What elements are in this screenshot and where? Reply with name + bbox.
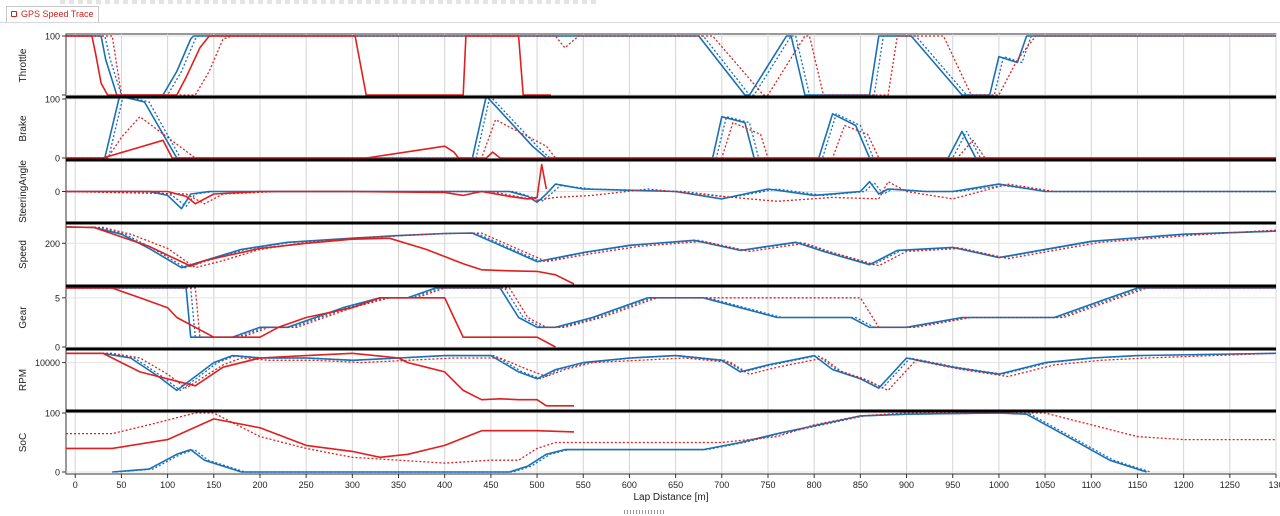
y-tick-label: 100: [45, 409, 60, 419]
series-line-lap_b-solid: [66, 418, 575, 459]
series-line-lap_b-dotted: [66, 35, 1276, 96]
tab-gps-speed-trace[interactable]: GPS Speed Trace: [6, 6, 99, 22]
series-line-lap_a-dotted: [115, 412, 1151, 473]
x-tick-label: 200: [252, 480, 267, 490]
chart-icon: [11, 11, 17, 17]
series-line-lap_b-dotted: [66, 412, 1276, 464]
x-tick-label: 0: [73, 480, 78, 490]
x-tick-label: 1000: [989, 480, 1009, 490]
series-line-lap_b-solid: [66, 287, 556, 348]
x-tick-label: 500: [530, 480, 545, 490]
series-line-lap_b-solid: [66, 163, 548, 205]
x-tick-label: 600: [622, 480, 637, 490]
y-tick-label: 0: [55, 187, 60, 197]
x-tick-label: 450: [483, 480, 498, 490]
x-tick-label: 1250: [1220, 480, 1240, 490]
x-tick-label: 900: [899, 480, 914, 490]
tab-label: GPS Speed Trace: [21, 9, 94, 19]
x-tick-label: 1200: [1174, 480, 1194, 490]
panel-label-soc: SoC: [18, 433, 29, 452]
y-tick-label: 10000: [35, 358, 60, 368]
x-tick-label: 250: [299, 480, 314, 490]
y-tick-label: 0: [55, 468, 60, 478]
x-tick-label: 550: [576, 480, 591, 490]
x-tick-label: 150: [206, 480, 221, 490]
y-tick-label: 0: [55, 154, 60, 164]
x-axis-title: Lap Distance [m]: [633, 492, 708, 503]
y-tick-label: 100: [45, 32, 60, 42]
resize-handle[interactable]: [624, 510, 664, 514]
x-tick-label: 650: [668, 480, 683, 490]
series-line-lap_a-dotted: [66, 98, 1276, 159]
plot-area: [65, 33, 1277, 475]
x-tick-label: 1050: [1035, 480, 1055, 490]
series-line-lap_a-solid: [66, 352, 1276, 392]
x-tick-label: 700: [714, 480, 729, 490]
y-tick-label: 5: [55, 293, 60, 303]
toolbar-strip: [60, 0, 600, 4]
series-line-lap_b-dotted: [66, 226, 1276, 269]
series-line-lap_b-dotted: [66, 181, 1276, 205]
x-tick-label: 100: [160, 480, 175, 490]
panel-label-speed: Speed: [18, 240, 29, 269]
x-tick-label: 300: [345, 480, 360, 490]
tab-bar: GPS Speed Trace: [0, 0, 1280, 23]
y-tick-label: 100: [45, 95, 60, 105]
panel-label-steeringangle: SteeringAngle: [18, 160, 29, 223]
x-tick-label: 950: [945, 480, 960, 490]
series-line-lap_b-solid: [66, 352, 574, 407]
x-tick-label: 1100: [1082, 480, 1101, 490]
panel-label-throttle: Throttle: [18, 48, 29, 82]
series-line-lap_a-dotted: [66, 287, 1276, 338]
x-tick-label: 850: [853, 480, 868, 490]
series-line-lap_b-solid: [66, 226, 575, 285]
panel-label-gear: Gear: [18, 306, 29, 329]
panel-label-rpm: RPM: [18, 369, 29, 391]
series-line-lap_b-solid: [66, 139, 1276, 159]
series-line-lap_a-dotted: [66, 35, 1276, 96]
series-line-lap_a-dotted: [66, 182, 1276, 207]
x-tick-label: 750: [760, 480, 775, 490]
x-tick-label: 130: [1268, 480, 1280, 490]
x-tick-label: 50: [116, 480, 126, 490]
x-tick-label: 400: [437, 480, 452, 490]
y-tick-label: 200: [45, 239, 60, 249]
series-line-lap_a-solid: [66, 226, 1276, 269]
y-tick-label: 0: [55, 343, 60, 353]
x-tick-label: 350: [391, 480, 406, 490]
x-tick-label: 800: [807, 480, 822, 490]
panel-label-brake: Brake: [18, 115, 29, 142]
series-line-lap_a-solid: [66, 287, 1276, 339]
series-line-lap_b-dotted: [66, 116, 1276, 159]
x-tick-label: 1150: [1128, 480, 1147, 490]
series-line-lap_a-dotted: [66, 352, 1276, 392]
